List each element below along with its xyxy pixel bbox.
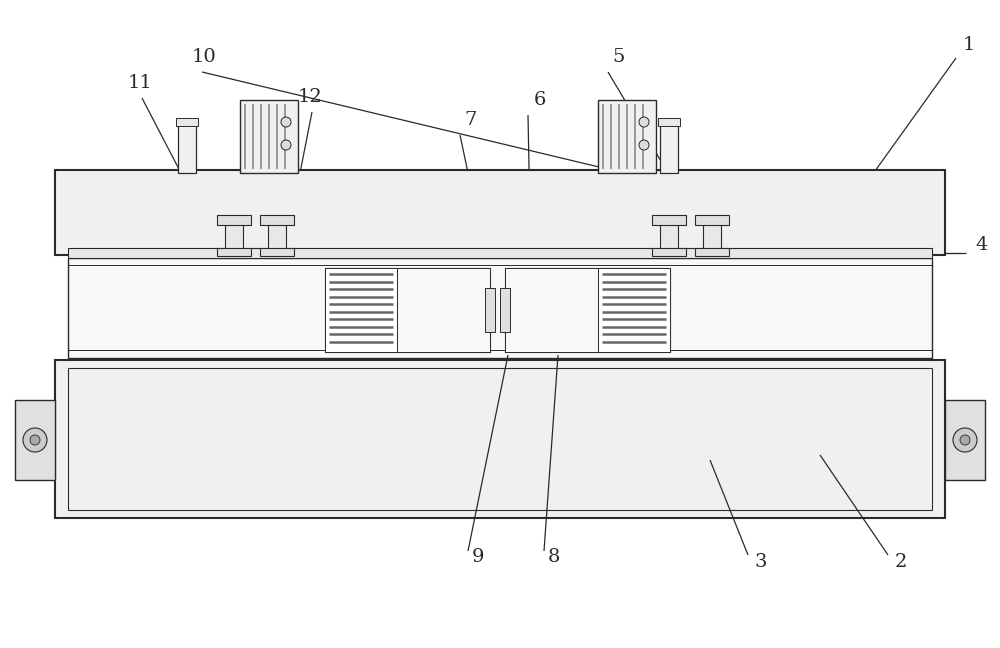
Bar <box>652 215 686 225</box>
Text: 1: 1 <box>963 36 975 54</box>
Bar <box>217 215 251 225</box>
Text: 12: 12 <box>298 88 323 106</box>
Bar <box>260 248 294 256</box>
Bar <box>660 123 678 173</box>
Bar <box>703 220 721 250</box>
Text: 9: 9 <box>472 548 484 566</box>
Text: 11: 11 <box>128 74 153 92</box>
Bar <box>15 400 55 480</box>
Bar <box>225 220 243 250</box>
Bar <box>598 268 670 352</box>
Text: 4: 4 <box>975 236 987 254</box>
Bar <box>55 170 945 255</box>
Circle shape <box>281 140 291 150</box>
Bar <box>505 268 598 352</box>
Text: 6: 6 <box>534 91 546 109</box>
Circle shape <box>30 435 40 445</box>
Bar <box>652 248 686 256</box>
Bar <box>660 220 678 250</box>
Circle shape <box>23 428 47 452</box>
Bar <box>598 100 656 173</box>
Bar <box>500 288 510 332</box>
Bar <box>217 248 251 256</box>
Text: 10: 10 <box>192 48 217 66</box>
Bar <box>176 118 198 126</box>
Bar <box>325 268 490 352</box>
Bar <box>397 268 490 352</box>
Bar <box>240 100 298 173</box>
Text: 5: 5 <box>612 48 624 66</box>
Bar <box>505 268 670 352</box>
Bar <box>260 215 294 225</box>
Bar <box>325 268 397 352</box>
Circle shape <box>639 140 649 150</box>
Bar <box>695 215 729 225</box>
Bar <box>485 288 495 332</box>
Circle shape <box>639 117 649 127</box>
Circle shape <box>953 428 977 452</box>
Bar <box>178 123 196 173</box>
Text: 8: 8 <box>548 548 560 566</box>
Circle shape <box>960 435 970 445</box>
Text: 3: 3 <box>755 553 768 571</box>
Bar <box>68 248 932 258</box>
Bar <box>55 360 945 518</box>
Bar <box>268 220 286 250</box>
Text: 2: 2 <box>895 553 907 571</box>
Bar <box>945 400 985 480</box>
Bar <box>658 118 680 126</box>
Text: 7: 7 <box>464 111 476 129</box>
Circle shape <box>281 117 291 127</box>
Bar <box>695 248 729 256</box>
Bar <box>68 258 932 358</box>
